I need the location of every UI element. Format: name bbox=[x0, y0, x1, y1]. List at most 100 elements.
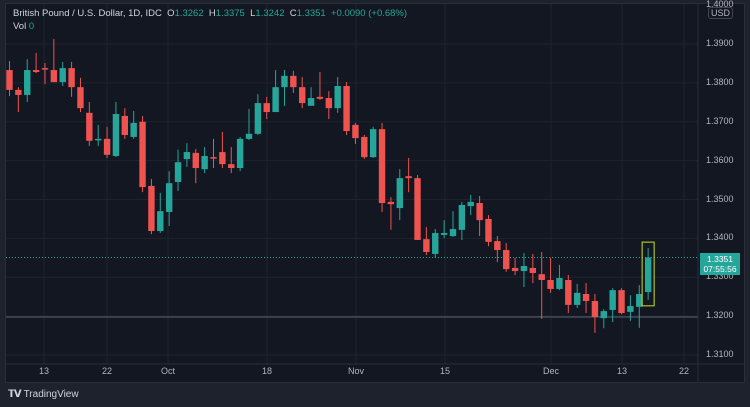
time-tick-label: Dec bbox=[542, 366, 560, 376]
open-value: 1.3262 bbox=[174, 8, 204, 19]
candle bbox=[192, 148, 199, 184]
candle-body bbox=[405, 176, 412, 179]
candle-body bbox=[423, 239, 430, 253]
candle bbox=[644, 248, 652, 300]
candle bbox=[130, 110, 137, 139]
high-label: H bbox=[208, 8, 216, 19]
grid bbox=[6, 4, 698, 364]
candle bbox=[396, 169, 403, 221]
candle-body bbox=[299, 87, 306, 104]
candle bbox=[228, 147, 235, 174]
candle-body bbox=[281, 75, 288, 88]
price-tick-label: 1.3800 bbox=[706, 76, 734, 87]
time-tick-label: Oct bbox=[160, 366, 176, 376]
candle-body bbox=[95, 138, 102, 141]
candle-body bbox=[573, 292, 581, 305]
candle-body bbox=[6, 70, 13, 90]
candle-body bbox=[210, 157, 217, 159]
candle-body bbox=[582, 293, 590, 301]
candle-body bbox=[644, 257, 652, 293]
candle bbox=[121, 108, 129, 139]
candle bbox=[618, 288, 625, 315]
highlight-rectangle bbox=[641, 241, 655, 307]
candle bbox=[299, 77, 306, 109]
time-tick-label: 22 bbox=[101, 366, 113, 376]
last-price-tag: 1.3351 07:55:56 bbox=[700, 253, 740, 275]
candle bbox=[485, 215, 492, 247]
tradingview-logo-icon: 𝗧𝗩 bbox=[8, 389, 22, 400]
brand-name: TradingView bbox=[23, 389, 79, 400]
candle-body bbox=[387, 201, 395, 205]
candle-body bbox=[378, 129, 386, 204]
candle bbox=[405, 157, 412, 193]
candle bbox=[414, 175, 421, 240]
last-price: 1.3351 bbox=[707, 254, 733, 264]
candle-body bbox=[245, 133, 253, 139]
candle bbox=[272, 70, 279, 113]
candle bbox=[59, 61, 66, 86]
candle bbox=[316, 71, 324, 100]
candle bbox=[494, 236, 501, 263]
candle bbox=[139, 115, 146, 193]
candle bbox=[245, 108, 253, 141]
candle-body bbox=[148, 185, 155, 232]
candle-body bbox=[41, 68, 49, 70]
time-tick-label: 18 bbox=[261, 366, 273, 376]
candle bbox=[361, 134, 368, 160]
candle-body bbox=[627, 306, 634, 312]
candle-body bbox=[591, 300, 599, 317]
volume-legend: Vol 0 bbox=[13, 21, 34, 32]
candle-body bbox=[236, 138, 244, 169]
candle-body bbox=[503, 250, 510, 270]
price-tick-label: 1.3600 bbox=[706, 154, 734, 165]
candle-body bbox=[174, 162, 182, 183]
candle bbox=[591, 293, 599, 333]
candle-body bbox=[157, 211, 164, 232]
candle-body bbox=[59, 68, 66, 83]
candle-body bbox=[636, 293, 643, 307]
candle bbox=[281, 70, 288, 106]
candle bbox=[334, 77, 341, 113]
candle-body bbox=[77, 87, 84, 109]
currency-button[interactable]: USD bbox=[708, 7, 734, 19]
candle-body bbox=[139, 121, 146, 188]
change-value: +0.0090 (+0.68%) bbox=[330, 8, 408, 19]
candle-body bbox=[485, 218, 492, 242]
candle-body bbox=[538, 274, 545, 281]
candle-body bbox=[103, 138, 111, 155]
candle bbox=[387, 197, 395, 230]
low-value: 1.3242 bbox=[255, 8, 285, 19]
candle-body bbox=[334, 85, 341, 109]
footer-brand[interactable]: 𝗧𝗩 TradingView bbox=[8, 389, 79, 400]
candle-body bbox=[618, 290, 625, 314]
candle-body bbox=[201, 155, 208, 170]
candle bbox=[565, 274, 572, 314]
candle-body bbox=[15, 89, 22, 95]
candle-body bbox=[476, 203, 483, 221]
candle-body bbox=[449, 229, 457, 237]
candle bbox=[95, 124, 102, 146]
candle bbox=[520, 253, 528, 287]
candle bbox=[600, 309, 607, 329]
candle-body bbox=[529, 267, 537, 274]
candle bbox=[210, 138, 217, 169]
candle bbox=[68, 61, 75, 97]
price-tick-label: 1.3500 bbox=[706, 193, 734, 204]
candle-body bbox=[565, 280, 572, 305]
candle bbox=[112, 101, 120, 158]
candle bbox=[476, 196, 483, 237]
candle-body bbox=[272, 87, 279, 113]
candle-body bbox=[440, 232, 448, 235]
candle bbox=[165, 171, 173, 226]
time-tick-label: 15 bbox=[439, 366, 451, 376]
candle bbox=[307, 87, 315, 106]
candle bbox=[609, 288, 616, 322]
low-label: L bbox=[250, 8, 256, 19]
candle-body bbox=[219, 152, 226, 165]
candle bbox=[263, 96, 270, 120]
candle bbox=[148, 178, 155, 235]
candle bbox=[343, 82, 350, 135]
open-label: O bbox=[167, 8, 175, 19]
candle bbox=[573, 283, 581, 308]
